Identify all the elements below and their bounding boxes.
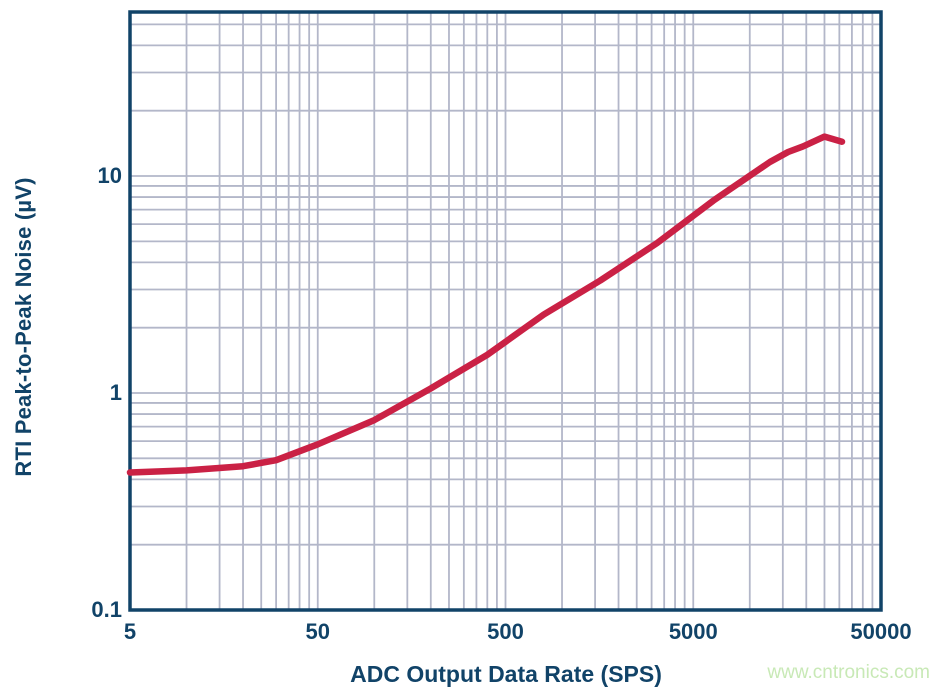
x-axis-title: ADC Output Data Rate (SPS) (350, 661, 662, 687)
y-tick-label: 10 (97, 163, 122, 188)
grid-lines (130, 12, 881, 610)
x-tick-label: 5000 (668, 619, 718, 644)
watermark-text: www.cntronics.com (767, 662, 930, 683)
x-tick-label: 50000 (850, 619, 912, 644)
y-tick-label: 0.1 (91, 597, 122, 622)
y-tick-label: 1 (109, 380, 122, 405)
plot-border (128, 10, 883, 612)
x-tick-label: 5 (123, 619, 137, 644)
noise-curve (126, 133, 846, 476)
y-axis-title: RTI Peak-to-Peak Noise (µV) (11, 177, 36, 477)
x-tick-label: 50 (305, 619, 331, 644)
x-tick-label: 500 (487, 619, 524, 644)
